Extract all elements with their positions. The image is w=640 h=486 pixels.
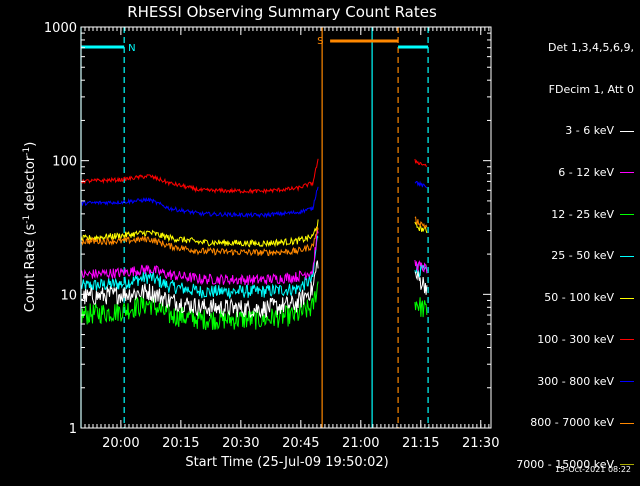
legend-item: 6 - 12 keV [516, 166, 634, 180]
legend-item: 800 - 7000 keV [516, 416, 634, 430]
legend-item-label: 25 - 50 keV [551, 249, 614, 263]
series-layer [80, 158, 428, 331]
x-tick-label: 21:15 [402, 436, 439, 451]
legend-item-label: 300 - 800 keV [537, 374, 614, 388]
series-line [414, 216, 428, 230]
series-line [414, 270, 428, 295]
y-axis-label-part-2: detector [23, 155, 38, 215]
series-line [80, 226, 319, 257]
x-tick-label: 20:45 [282, 436, 319, 451]
legend-swatch [620, 172, 634, 174]
legend-swatch [620, 214, 634, 216]
series-line [80, 235, 319, 300]
legend-item-label: 6 - 12 keV [558, 165, 614, 179]
x-tick-label: 20:30 [222, 436, 259, 451]
series-line [80, 229, 319, 286]
legend: Det 1,3,4,5,6,9, FDecim 1, Att 0 3 - 6 k… [516, 13, 634, 486]
flag-lines-layer: NS [80, 27, 429, 428]
y-tick-label: 10 [60, 288, 77, 303]
legend-header-line-1: Det 1,3,4,5,6,9, [547, 40, 634, 54]
series-line [414, 180, 428, 189]
legend-item: 3 - 6 keV [516, 124, 634, 138]
legend-item: 12 - 25 keV [516, 208, 634, 222]
series-line [414, 259, 428, 274]
x-tick-label: 21:30 [462, 436, 499, 451]
y-axis-label-part-3: ) [23, 142, 38, 147]
legend-swatch [620, 255, 634, 257]
legend-swatch [620, 339, 634, 341]
series-line [80, 281, 319, 331]
legend-item-label: 100 - 300 keV [537, 332, 614, 346]
x-tick-label: 20:15 [162, 436, 199, 451]
legend-item-label: 12 - 25 keV [551, 207, 614, 221]
legend-header-line-2: FDecim 1, Att 0 [548, 82, 634, 96]
x-tick-label: 21:00 [342, 436, 379, 451]
legend-item-label: 50 - 100 keV [544, 291, 614, 305]
legend-item: 100 - 300 keV [516, 333, 634, 347]
generated-timestamp: 15-Oct-2021 08:22 [555, 465, 631, 474]
legend-swatch [620, 464, 634, 466]
legend-item: 300 - 800 keV [516, 375, 634, 389]
legend-swatch [620, 422, 634, 424]
chart-title: RHESSI Observing Summary Count Rates [127, 3, 437, 21]
y-axis-label-sup-1: -1 [22, 215, 32, 224]
y-axis-label-part-1: Count Rate (s [23, 224, 38, 313]
series-line [80, 158, 319, 195]
legend-item-label: 800 - 7000 keV [530, 416, 614, 430]
legend-item-label: 3 - 6 keV [565, 124, 614, 138]
flag-bar-label: N [128, 43, 135, 54]
legend-swatch [620, 381, 634, 383]
y-tick-label: 1000 [44, 21, 77, 36]
axes-layer: 1 10 100 1000 20:00 20:15 20:30 20:45 21:00 21:15… [44, 21, 500, 451]
legend-item: 7000 - 15000 keV [516, 458, 634, 472]
legend-swatch [620, 297, 634, 299]
y-tick-label: 100 [52, 155, 77, 170]
legend-item-label: 7000 - 15000 keV [516, 458, 614, 471]
series-line [414, 297, 428, 318]
series-line [80, 186, 319, 219]
plot-frame [80, 26, 492, 429]
x-tick-label: 20:00 [102, 436, 139, 451]
series-line [80, 260, 319, 319]
series-line [414, 158, 428, 167]
legend-item: 25 - 50 keV [516, 249, 634, 263]
legend-item: 50 - 100 keV [516, 291, 634, 305]
y-axis-label: Count Rate (s-1 detector-1) [22, 142, 38, 313]
legend-swatch [620, 130, 634, 132]
y-tick-label: 1 [69, 422, 77, 437]
y-axis-label-sup-2: -1 [22, 147, 32, 156]
x-axis-label: Start Time (25-Jul-09 19:50:02) [185, 455, 388, 470]
flag-bar-label: S [317, 36, 323, 47]
